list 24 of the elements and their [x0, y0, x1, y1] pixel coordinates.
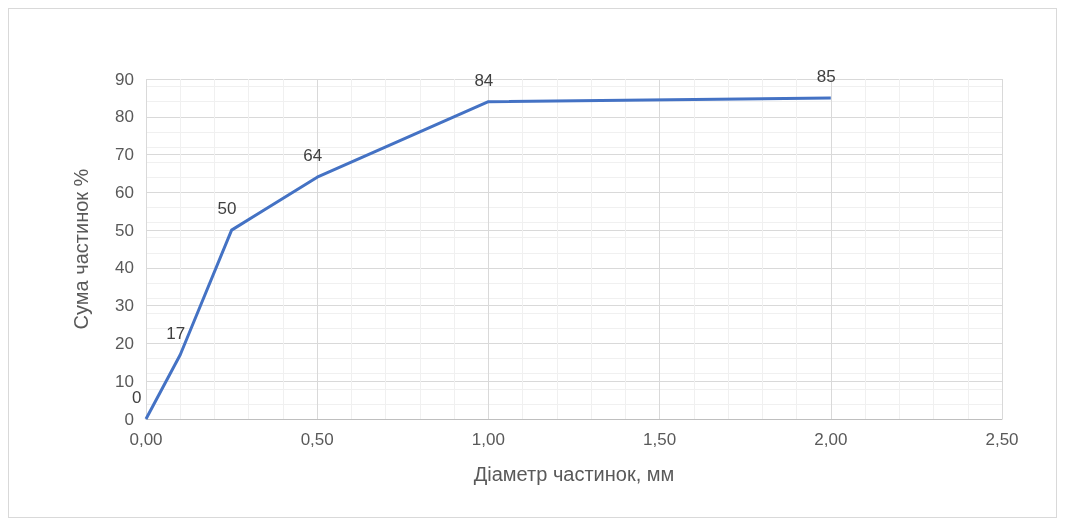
y-tick-label: 10 — [115, 371, 134, 391]
data-label: 50 — [217, 199, 237, 219]
data-label: 84 — [474, 70, 494, 90]
y-axis-title: Сума частинок % — [70, 168, 92, 330]
y-tick-label: 70 — [115, 145, 134, 165]
x-tick-label: 1,00 — [471, 430, 505, 449]
x-tick-label: 0,50 — [300, 430, 334, 449]
data-label: 85 — [816, 66, 836, 86]
y-tick-label: 40 — [115, 258, 134, 278]
y-tick-label: 30 — [115, 296, 134, 316]
y-tick-label: 90 — [115, 69, 134, 89]
y-tick-label: 60 — [115, 182, 134, 202]
y-tick-label: 80 — [115, 107, 134, 127]
y-tick-label: 0 — [124, 409, 134, 429]
y-tick-label: 20 — [115, 333, 134, 353]
x-axis-title: Діаметр частинок, мм — [473, 463, 675, 485]
x-tick-label: 1,50 — [643, 430, 677, 449]
x-tick-label: 0,00 — [129, 430, 163, 449]
data-label: 17 — [166, 323, 186, 343]
x-tick-label: 2,00 — [814, 430, 848, 449]
line-series — [144, 96, 833, 421]
x-tick-label: 2,50 — [985, 430, 1019, 449]
data-label: 64 — [303, 146, 323, 166]
y-tick-label: 50 — [115, 220, 134, 240]
